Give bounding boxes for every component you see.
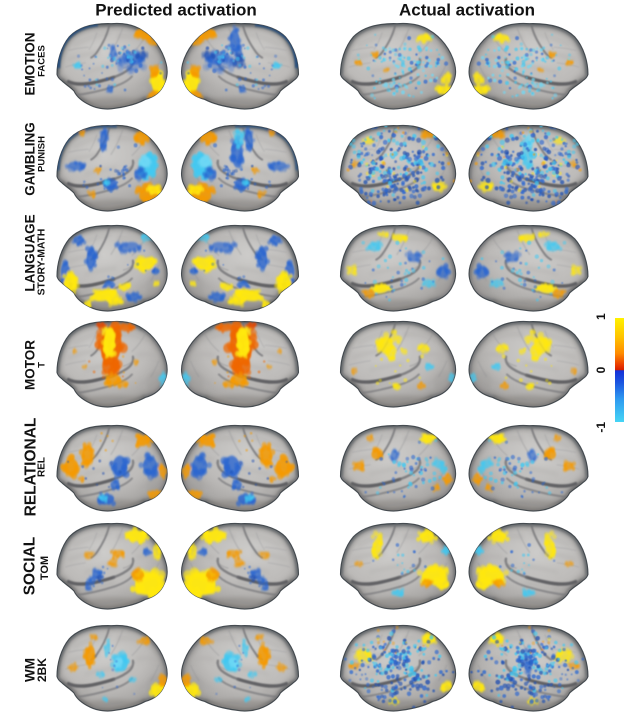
svg-text:RELATIONAL: RELATIONAL: [23, 418, 40, 517]
svg-text:WM: WM: [23, 658, 38, 682]
svg-text:T: T: [37, 362, 48, 368]
svg-text:EMOTION: EMOTION: [23, 33, 38, 96]
svg-text:SOCIAL: SOCIAL: [22, 537, 39, 596]
svg-text:TOM: TOM: [39, 556, 51, 580]
svg-text:LANGUAGE: LANGUAGE: [23, 214, 38, 291]
svg-text:PUNISH: PUNISH: [37, 136, 48, 172]
svg-text:2BK: 2BK: [35, 658, 49, 682]
svg-text:REL: REL: [37, 457, 48, 477]
svg-text:MOTOR: MOTOR: [23, 340, 38, 390]
svg-text:GAMBLING: GAMBLING: [23, 122, 38, 196]
svg-text:STORY-MATH: STORY-MATH: [37, 229, 48, 296]
svg-text:Predicted activation: Predicted activation: [95, 1, 257, 20]
svg-text:FACES: FACES: [37, 45, 48, 77]
svg-text:Actual activation: Actual activation: [399, 1, 535, 20]
